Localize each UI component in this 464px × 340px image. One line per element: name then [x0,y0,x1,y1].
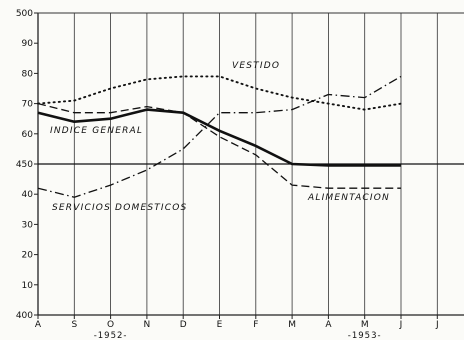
x-tick-label: M [288,320,296,330]
series-label: SERVICIOS DOMESTICOS [52,203,187,213]
y-tick-label: 90 [22,39,34,49]
x-tick-label: A [325,320,332,330]
y-tick-label: 450 [16,160,33,170]
year-label: -1952- [94,331,128,340]
x-tick-label: N [144,320,151,330]
y-tick-label: 80 [22,69,34,79]
y-tick-label: 30 [22,220,34,230]
series-label: INDICE GENERAL [50,126,143,136]
year-label: -1953- [348,331,382,340]
x-tick-label: E [217,320,223,330]
x-tick-label: F [253,320,258,330]
x-tick-label: M [361,320,369,330]
series-line-indice-general [37,108,401,167]
series-label: ALIMENTACION [307,193,390,203]
y-tick-label: 40 [22,190,34,200]
x-tick-label: A [35,320,42,330]
x-tick-label: J [399,320,403,330]
series-line-vestido [37,75,402,111]
y-tick-label: 10 [22,281,34,291]
x-tick-label: J [435,320,439,330]
series-label: VESTIDO [232,61,280,71]
x-tick-label: S [71,320,77,330]
x-tick-label: O [107,320,114,330]
series-line-alimentacion [37,102,401,189]
y-tick-label: 500 [16,9,33,19]
x-tick-label: D [180,320,187,330]
y-tick-label: 60 [22,130,34,140]
y-tick-label: 20 [22,251,34,261]
y-tick-label: 70 [22,100,34,110]
y-tick-label: 400 [16,311,33,321]
